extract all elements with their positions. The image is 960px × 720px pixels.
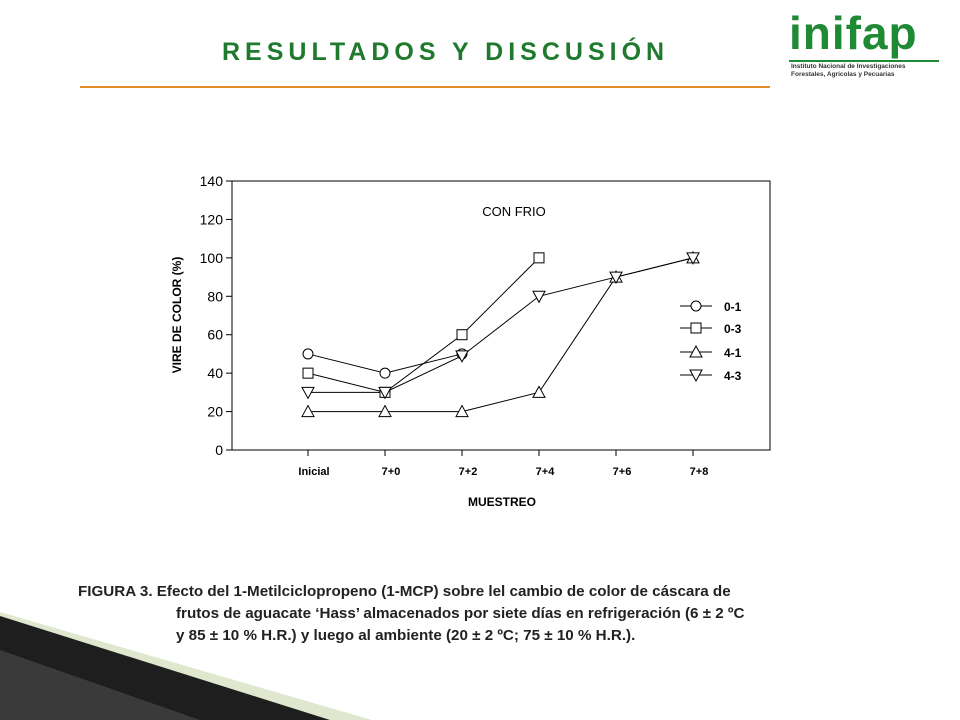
legend-marker-4-3 <box>689 369 703 383</box>
data-point-4-1 <box>455 404 469 418</box>
legend-label-4-3: 4-3 <box>724 369 742 383</box>
plot-frame <box>231 180 771 451</box>
data-point-0-1 <box>379 367 391 379</box>
data-point-4-1 <box>301 404 315 418</box>
data-point-4-3 <box>609 271 623 285</box>
x-tick-label: 7+4 <box>536 466 556 478</box>
y-tick-label: 140 <box>200 173 224 189</box>
legend-marker-4-1 <box>689 344 703 358</box>
data-point-0-3 <box>533 252 545 264</box>
x-tick-label: 7+8 <box>690 466 709 478</box>
x-axis-label: MUESTREO <box>468 495 536 509</box>
y-tick-label: 40 <box>207 365 223 381</box>
data-point-4-3 <box>532 290 546 304</box>
y-tick-label: 20 <box>207 404 223 420</box>
data-point-4-3 <box>378 386 392 400</box>
slide-title: RESULTADOS Y DISCUSIÓN <box>222 38 670 66</box>
logo-wordmark: inifap <box>789 7 918 59</box>
logo-bar <box>789 60 939 62</box>
legend-label-4-1: 4-1 <box>724 346 742 360</box>
y-tick-label: 80 <box>207 288 223 304</box>
data-point-4-3 <box>301 386 315 400</box>
caption-line-1: FIGURA 3. Efecto del 1-Metilciclopropeno… <box>78 583 731 600</box>
x-tick-label: 7+2 <box>459 466 478 478</box>
y-tick-label: 100 <box>200 250 224 266</box>
y-tick-label: 120 <box>200 211 224 227</box>
data-point-4-3 <box>455 350 469 363</box>
series-line-4-1 <box>308 257 694 413</box>
legend-marker-0-1 <box>690 300 702 312</box>
legend-label-0-3: 0-3 <box>724 322 742 336</box>
figure-caption: FIGURA 3. Efecto del 1-Metilciclopropeno… <box>78 581 898 647</box>
series-line-4-3 <box>308 257 694 393</box>
logo-subtitle-line-2: Forestales, Agrícolas y Pecuarias <box>791 71 895 78</box>
caption-line-3: y 85 ± 10 % H.R.) y luego al ambiente (2… <box>176 627 636 644</box>
inifap-logo: inifap Instituto Nacional de Investigaci… <box>785 7 945 94</box>
x-tick-label: Inicial <box>298 466 329 478</box>
y-axis-label: VIRE DE COLOR (%) <box>170 257 184 374</box>
caption-line-2: frutos de aguacate ‘Hass’ almacenados po… <box>176 605 745 622</box>
logo-subtitle: Instituto Nacional de Investigaciones Fo… <box>791 63 906 79</box>
data-point-4-1 <box>378 404 392 418</box>
x-tick-label: 7+0 <box>382 466 401 478</box>
data-point-0-3 <box>302 367 314 379</box>
series-line-0-3 <box>307 257 540 393</box>
data-point-4-3 <box>686 252 700 265</box>
data-point-4-1 <box>532 385 546 398</box>
y-tick-label: 0 <box>215 442 223 458</box>
chart-annotation: CON FRIO <box>482 204 546 219</box>
legend-marker-0-3 <box>690 322 702 334</box>
data-point-0-3 <box>456 329 468 341</box>
title-divider <box>80 86 770 88</box>
logo-subtitle-line-1: Instituto Nacional de Investigaciones <box>791 63 906 70</box>
data-point-0-1 <box>302 348 314 360</box>
legend-label-0-1: 0-1 <box>724 300 742 314</box>
y-tick-label: 60 <box>207 327 223 343</box>
x-tick-label: 7+6 <box>613 466 632 478</box>
